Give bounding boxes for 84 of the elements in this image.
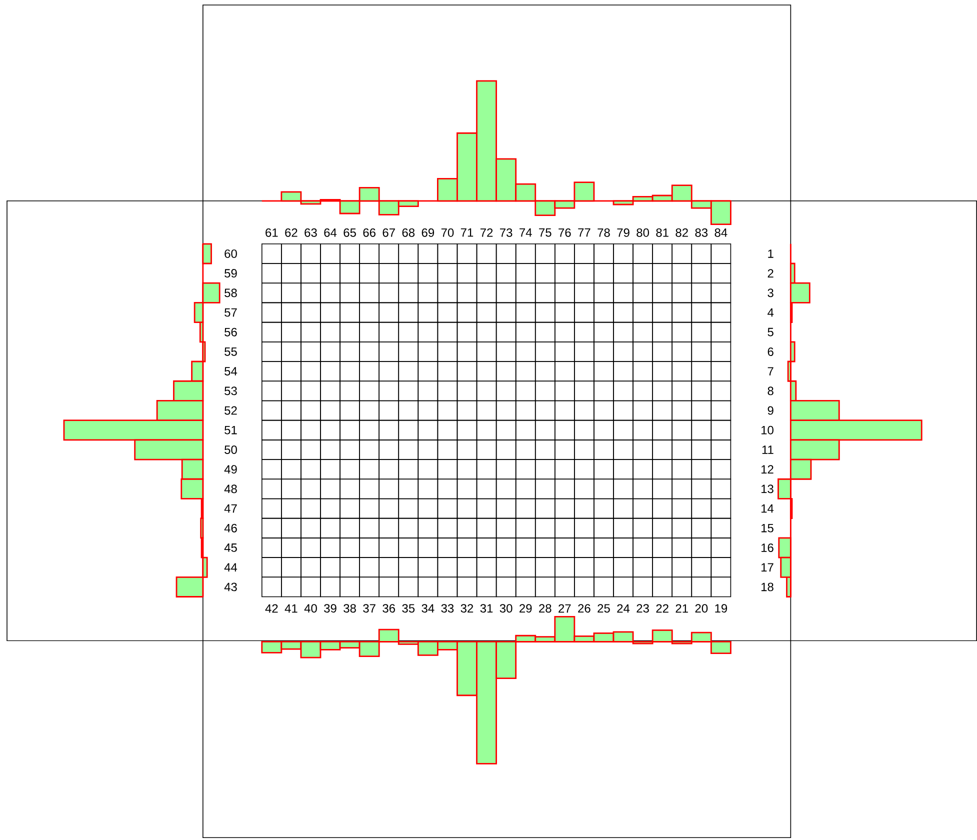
y-tick-label: 51 (224, 426, 237, 434)
y-tick-label: 45 (224, 544, 237, 552)
y-tick-label: 11 (762, 446, 774, 454)
x-tick-label: 32 (460, 604, 474, 613)
x-tick-label: 66 (363, 228, 376, 238)
y-tick-label: 4 (768, 308, 774, 317)
y-tick-label: 7 (768, 367, 774, 376)
x-tick-label: 84 (714, 228, 728, 238)
x-tick-label: 79 (617, 228, 630, 238)
x-tick-label: 31 (480, 604, 493, 613)
x-tick-label: 67 (382, 228, 395, 238)
x-tick-label: 30 (500, 604, 512, 613)
y-tick-label: 13 (761, 484, 774, 494)
x-tick-label: 22 (656, 604, 668, 613)
x-tick-label: 38 (344, 604, 356, 613)
x-tick-label: 25 (598, 604, 610, 613)
y-tick-label: 2 (768, 269, 774, 278)
y-tick-label: 1 (768, 250, 774, 258)
y-tick-label: 56 (224, 328, 237, 337)
x-tick-label: 63 (304, 228, 317, 238)
x-tick-label: 72 (480, 228, 493, 237)
x-tick-label: 78 (598, 228, 610, 238)
x-tick-label: 80 (636, 228, 650, 238)
x-tick-label: 27 (558, 604, 571, 613)
x-tick-label: 64 (324, 228, 337, 238)
y-tick-label: 14 (761, 504, 774, 513)
y-tick-label: 18 (761, 582, 774, 592)
y-tick-label: 54 (224, 367, 238, 376)
x-tick-label: 42 (265, 604, 278, 613)
x-tick-label: 81 (656, 228, 668, 238)
x-tick-label: 23 (636, 604, 649, 613)
x-tick-label: 34 (422, 604, 434, 613)
x-tick-label: 83 (695, 228, 708, 238)
y-tick-label: 8 (768, 386, 774, 396)
y-tick-label: 15 (761, 524, 774, 532)
y-tick-label: 50 (224, 446, 237, 454)
x-tick-label: 20 (695, 604, 708, 613)
y-tick-label: 3 (768, 288, 774, 298)
x-tick-label: 24 (617, 604, 630, 613)
x-tick-label: 28 (539, 604, 552, 613)
x-tick-label: 33 (441, 604, 454, 613)
y-tick-label: 58 (224, 288, 237, 298)
y-tick-label: 5 (768, 328, 774, 336)
x-tick-label: 68 (402, 228, 415, 238)
y-tick-label: 17 (761, 563, 774, 572)
x-tick-label: 74 (520, 228, 532, 237)
x-tick-label: 36 (382, 604, 396, 613)
x-tick-label: 37 (363, 604, 376, 613)
y-tick-label: 16 (761, 544, 774, 552)
y-tick-label: 6 (768, 348, 774, 356)
x-tick-label: 76 (558, 228, 571, 238)
y-tick-label: 59 (224, 269, 237, 278)
x-tick-label: 82 (676, 228, 688, 238)
x-tick-label: 65 (344, 228, 356, 238)
y-tick-label: 9 (768, 406, 774, 415)
x-tick-label: 71 (460, 228, 474, 237)
x-tick-label: 39 (324, 604, 336, 613)
x-tick-label: 62 (285, 228, 298, 238)
x-tick-label: 77 (578, 228, 590, 237)
x-tick-label: 41 (284, 604, 298, 613)
x-tick-label: 26 (578, 604, 590, 613)
y-tick-label: 43 (224, 582, 237, 592)
y-tick-label: 47 (224, 504, 237, 513)
y-tick-label: 52 (224, 406, 237, 415)
y-tick-label: 44 (224, 563, 238, 572)
x-tick-label: 61 (266, 228, 278, 238)
y-tick-label: 49 (224, 465, 237, 474)
y-tick-label: 48 (224, 484, 237, 494)
y-tick-label: 46 (224, 524, 237, 533)
y-tick-label: 60 (224, 250, 237, 258)
y-tick-label: 55 (224, 348, 237, 356)
x-tick-label: 70 (441, 228, 454, 238)
x-tick-label: 75 (539, 228, 552, 237)
y-tick-label: 57 (224, 308, 237, 317)
y-tick-label: 10 (761, 426, 774, 435)
x-tick-label: 40 (304, 604, 317, 613)
x-tick-label: 35 (402, 604, 415, 613)
y-tick-label: 53 (224, 386, 237, 396)
x-tick-label: 29 (520, 604, 532, 613)
x-tick-label: 19 (715, 604, 728, 613)
x-tick-label: 21 (676, 604, 688, 613)
x-tick-label: 73 (500, 228, 512, 238)
y-tick-label: 12 (761, 465, 774, 474)
x-tick-label: 69 (422, 228, 434, 238)
